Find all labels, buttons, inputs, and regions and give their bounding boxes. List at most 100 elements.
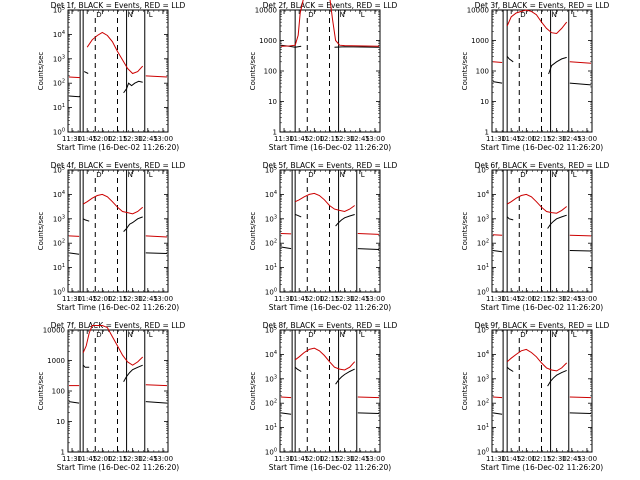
x-tick-label: 12:30 — [335, 455, 355, 463]
x-tick-label: 13:00 — [577, 455, 597, 463]
series-events-line — [82, 218, 90, 222]
x-axis-label: Start Time (16-Dec-02 11:26:20) — [269, 303, 391, 312]
y-tick-label: 100 — [477, 448, 489, 457]
marker-label: N — [128, 331, 133, 339]
y-tick-label: 103 — [477, 374, 489, 383]
series-lld-line — [68, 76, 81, 79]
marker-label: D — [520, 171, 525, 179]
series-lld-line — [506, 193, 568, 214]
series-events-line — [569, 250, 592, 252]
x-tick-label: 12:15 — [107, 135, 127, 143]
series-events-line — [506, 366, 514, 372]
x-tick-label: 12:30 — [123, 295, 143, 303]
series-lld-line — [506, 9, 568, 35]
marker-label: D — [96, 171, 101, 179]
marker-label: L — [149, 11, 153, 19]
marker-label: N — [552, 171, 557, 179]
x-tick-label: 13:00 — [153, 455, 173, 463]
y-tick-label: 102 — [477, 399, 489, 408]
marker-label: L — [573, 11, 577, 19]
series-events-line — [506, 216, 514, 221]
x-tick-label: 12:30 — [547, 295, 567, 303]
y-tick-label: 104 — [477, 190, 489, 199]
y-tick-label: 100 — [265, 448, 277, 457]
y-tick-label: 103 — [53, 54, 65, 63]
x-tick-label: 11:30 — [486, 455, 506, 463]
marker-label: N — [340, 331, 345, 339]
series-lld-line — [492, 61, 503, 63]
y-tick-label: 102 — [53, 79, 65, 88]
series-events-line — [492, 412, 503, 415]
x-tick-label: 11:30 — [62, 295, 82, 303]
y-tick-label: 105 — [477, 326, 489, 335]
x-tick-label: 12:45 — [138, 135, 158, 143]
x-tick-label: 12:00 — [92, 135, 112, 143]
marker-label: D — [96, 11, 101, 19]
series-lld-line — [82, 193, 144, 215]
panel-title: Det 5f, BLACK = Events, RED = LLD — [263, 161, 398, 170]
marker-label: D — [308, 331, 313, 339]
y-tick-label: 10 — [268, 98, 277, 106]
x-tick-label: 11:45 — [501, 135, 521, 143]
marker-label: D — [520, 331, 525, 339]
series-events-line — [68, 95, 81, 98]
marker-label: D — [520, 11, 525, 19]
marker-label: L — [149, 331, 153, 339]
x-axis-label: Start Time (16-Dec-02 11:26:20) — [57, 463, 179, 472]
panel-det-7: Det 7f, BLACK = Events, RED = LLD 1 10 100 1… — [37, 321, 186, 472]
y-tick-label: 103 — [477, 214, 489, 223]
series-events-line — [280, 246, 292, 250]
y-tick-label: 105 — [265, 166, 277, 175]
y-tick-label: 1 — [61, 449, 65, 457]
panel-det-9: Det 9f, BLACK = Events, RED = LLD 100 101 1… — [461, 321, 610, 472]
x-axis-label: Start Time (16-Dec-02 11:26:20) — [57, 143, 179, 152]
x-tick-label: 11:45 — [501, 295, 521, 303]
panel-title: Det 4f, BLACK = Events, RED = LLD — [51, 161, 186, 170]
x-tick-label: 11:30 — [62, 455, 82, 463]
x-tick-label: 12:00 — [516, 455, 536, 463]
y-tick-label: 100 — [476, 68, 489, 76]
y-tick-label: 103 — [265, 374, 277, 383]
panel-det-5: Det 5f, BLACK = Events, RED = LLD 100 101 1… — [249, 161, 398, 312]
y-tick-label: 102 — [265, 399, 277, 408]
series-lld-line — [294, 347, 356, 371]
x-tick-label: 12:15 — [107, 455, 127, 463]
series-events-line — [569, 412, 592, 414]
y-tick-label: 105 — [265, 326, 277, 335]
series-events-line — [68, 401, 80, 404]
panel-title: Det 1f, BLACK = Events, RED = LLD — [51, 1, 186, 10]
x-tick-label: 12:45 — [138, 295, 158, 303]
x-tick-label: 11:30 — [486, 295, 506, 303]
x-tick-label: 11:45 — [77, 295, 97, 303]
y-tick-label: 102 — [477, 239, 489, 248]
x-tick-label: 12:00 — [516, 135, 536, 143]
y-tick-label: 1000 — [471, 37, 489, 45]
y-tick-label: 100 — [53, 288, 65, 297]
x-axis-label: Start Time (16-Dec-02 11:26:20) — [57, 303, 179, 312]
y-axis-label: Counts/sec — [461, 52, 469, 91]
y-tick-label: 102 — [265, 239, 277, 248]
axes-frame — [67, 169, 169, 293]
series-lld-line — [280, 0, 380, 47]
y-tick-label: 101 — [53, 263, 65, 272]
series-events-line — [145, 401, 168, 404]
y-axis-label: Counts/sec — [249, 212, 257, 251]
y-tick-label: 101 — [477, 423, 489, 432]
x-tick-label: 12:30 — [547, 455, 567, 463]
y-tick-label: 10 — [480, 98, 489, 106]
series-events-line — [547, 369, 567, 387]
marker-label: N — [128, 11, 133, 19]
y-tick-label: 10000 — [467, 7, 489, 15]
y-tick-label: 104 — [265, 190, 277, 199]
series-lld-line — [145, 384, 168, 387]
x-tick-label: 12:00 — [304, 295, 324, 303]
x-tick-label: 12:45 — [350, 295, 370, 303]
y-axis-label: Counts/sec — [37, 212, 45, 251]
series-lld-line — [86, 31, 144, 75]
series-events-line — [123, 364, 143, 383]
x-tick-label: 12:15 — [531, 455, 551, 463]
marker-label: L — [573, 331, 577, 339]
series-events-line — [357, 412, 380, 414]
series-events-line — [294, 366, 302, 372]
y-tick-label: 10 — [56, 418, 65, 426]
